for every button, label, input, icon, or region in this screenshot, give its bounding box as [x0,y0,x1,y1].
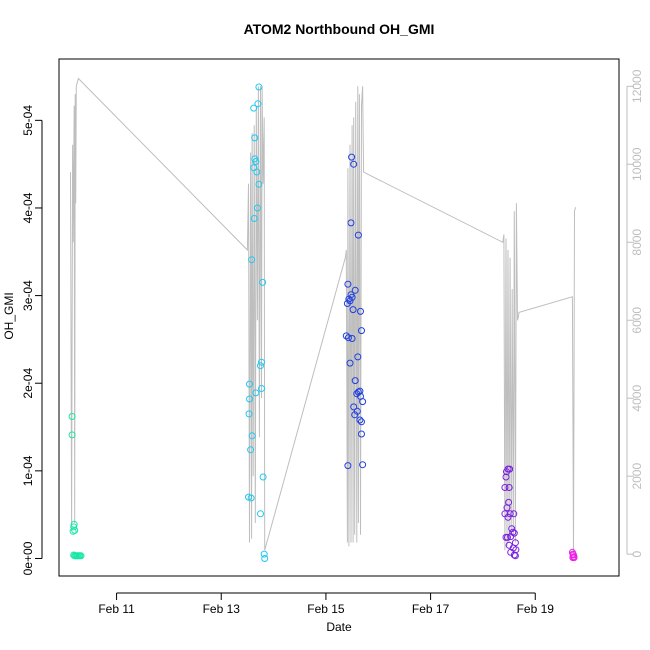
data-point [253,168,261,176]
data-point [258,358,265,366]
data-point [347,219,355,227]
data-point [356,416,364,424]
data-point [252,158,260,165]
data-point [350,160,358,168]
x-tick-label: Feb 11 [98,602,135,616]
data-point [68,431,76,439]
y2-tick-label: 10000 [630,147,644,181]
y2-tick-label: 2000 [630,463,644,490]
data-point [358,418,365,426]
data-point [342,332,350,340]
data-point [351,286,359,294]
data-point [259,473,267,481]
data-point [71,526,79,534]
data-point [247,494,255,502]
data-point [248,256,256,264]
data-point [358,327,365,335]
y-tick-label: 4e-04 [21,192,35,223]
data-point [351,377,359,385]
data-point [250,215,258,222]
data-point [68,413,76,420]
data-point [245,410,253,418]
data-point [260,550,268,558]
data-point [248,432,256,440]
chart-title: ATOM2 Northbound OH_GMI [244,21,435,37]
y2-tick-label: 4000 [630,385,644,412]
data-point [246,380,253,388]
data-point [346,359,354,367]
y-tick-label: 2e-04 [21,368,35,399]
data-point [349,306,357,314]
data-point [359,461,367,469]
data-point [255,83,263,91]
x-tick-label: Feb 13 [203,602,241,616]
y2-tick-label: 12000 [630,69,644,103]
data-point [261,555,269,562]
data-point [358,430,365,438]
data-point [502,473,510,481]
data-point [258,385,265,392]
y2-tick-label: 0 [630,551,644,558]
x-tick-label: Feb 19 [517,602,555,616]
data-point [253,204,261,212]
data-point [354,231,362,239]
data-point [251,134,259,142]
data-point [510,551,518,559]
data-point [504,533,511,541]
y2-tick-label: 8000 [630,229,644,256]
y-tick-label: 5e-04 [21,105,35,136]
data-point [354,353,362,361]
data-point [252,389,260,397]
data-point [351,411,359,419]
data-point [344,462,352,470]
data-point [504,513,512,521]
plot-frame [58,58,620,577]
data-point [501,484,509,491]
axes-group: Feb 11 Feb 13 Feb 15 Feb 17 Feb 19 0e+00 1e-04… [21,69,644,616]
y2-tick-label: 6000 [630,307,644,334]
y-axis-label: OH_GMI [2,292,16,339]
x-axis-label: Date [326,620,352,634]
data-point [255,180,263,188]
altitude-line [70,77,577,555]
data-point [348,153,356,161]
altitude-line-group [70,77,577,555]
data-point [257,510,264,518]
data-point [259,278,267,286]
data-point [503,504,511,512]
data-point [345,295,353,303]
data-point [77,552,85,560]
data-point [348,335,356,342]
data-point [247,446,255,454]
data-point [257,362,264,370]
x-tick-label: Feb 15 [307,602,345,616]
data-point [250,104,258,112]
data-point [510,510,518,518]
data-point [246,395,253,403]
y-tick-label: 3e-04 [21,280,35,311]
data-point [350,403,358,411]
data-point [503,468,510,476]
data-point [354,388,362,396]
data-point [507,533,515,541]
data-point [357,307,364,315]
y-tick-label: 1e-04 [21,455,35,486]
data-point [505,484,513,491]
y-tick-label: 0e+00 [21,541,35,575]
points-group [68,83,578,562]
x-tick-label: Feb 17 [412,602,450,616]
data-point [359,398,367,406]
data-point [509,528,517,536]
data-point [570,554,578,562]
data-point [344,334,352,342]
data-point [506,510,514,518]
data-point [344,280,352,288]
data-point [511,552,519,560]
data-point [343,300,351,307]
data-point [510,529,518,537]
data-point [254,100,262,108]
data-point [70,523,78,531]
